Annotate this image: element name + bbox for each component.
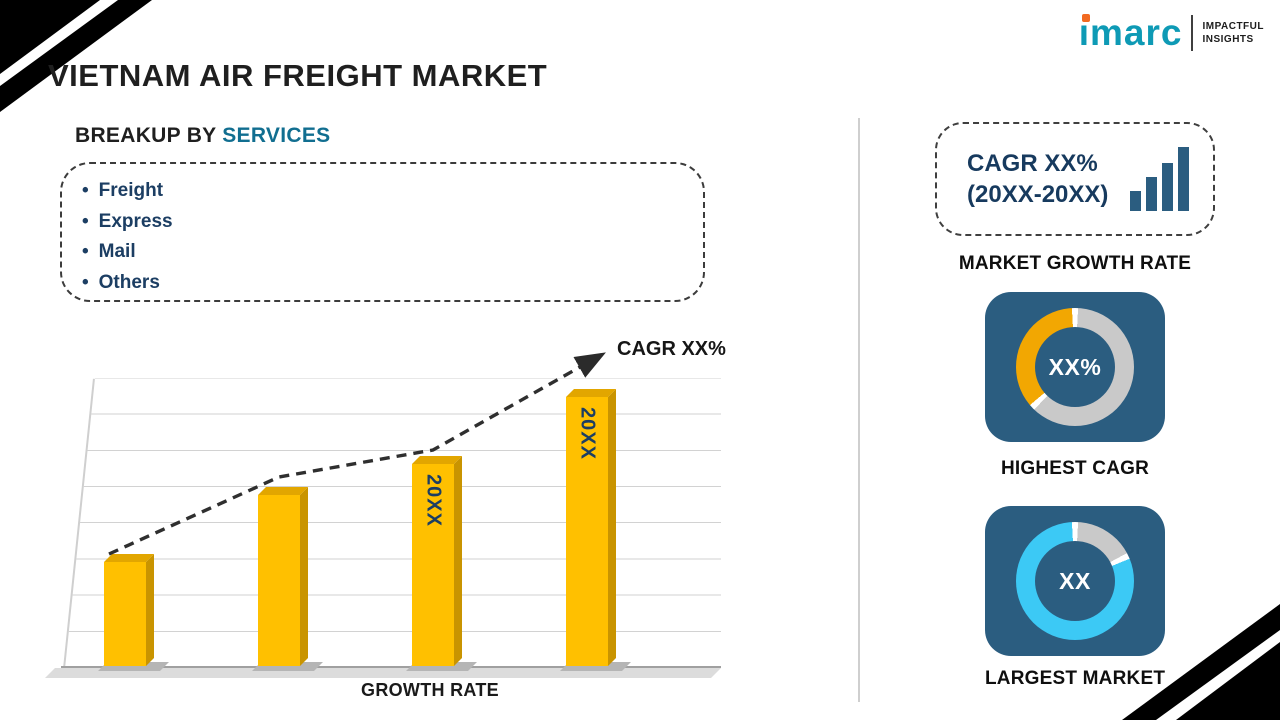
cagr-card-text: CAGR XX% (20XX-20XX) [967, 148, 1108, 210]
logo-tagline: IMPACTFUL INSIGHTS [1202, 20, 1264, 46]
service-item: Mail [82, 237, 703, 268]
bar-year-label: 20XX [422, 474, 445, 527]
cagr-trend-label: CAGR XX% [617, 338, 726, 360]
cagr-card-line1: CAGR XX% [967, 150, 1098, 177]
cagr-card: CAGR XX% (20XX-20XX) [935, 122, 1215, 236]
service-item: Express [82, 207, 703, 238]
page-title: VIETNAM AIR FREIGHT MARKET [48, 58, 548, 93]
service-item: Others [82, 268, 703, 299]
logo-divider [1191, 14, 1194, 51]
logo-i-stem: ı [1078, 12, 1091, 53]
chart-caption: GROWTH RATE [361, 680, 499, 700]
logo-orange-dot-icon [1081, 14, 1090, 22]
services-list: FreightExpressMailOthers [62, 164, 703, 298]
bar-1 [98, 554, 169, 671]
chart-gridlines [65, 378, 721, 668]
cagr-card-line2: (20XX-20XX) [967, 181, 1109, 208]
bar-side-face [454, 456, 462, 666]
section-divider [858, 118, 860, 702]
bar-year-label: 20XX [576, 407, 599, 460]
largest-market-value: XX [1059, 567, 1091, 594]
bar-chart-icon [1130, 147, 1189, 211]
logo-tagline-line1: IMPACTFUL [1202, 20, 1264, 32]
bar-side-face [608, 389, 616, 666]
imarc-wordmark: ımarc [1079, 14, 1183, 51]
bar-top-face [412, 456, 462, 464]
imarc-logo: ımarc IMPACTFUL INSIGHTS [1079, 14, 1264, 51]
logo-tagline-line2: INSIGHTS [1202, 33, 1254, 45]
highest-cagr-tile: XX% [985, 292, 1165, 442]
bar-front-face [258, 495, 300, 666]
bar-3: 20XX [406, 456, 477, 671]
largest-market-caption: LARGEST MARKET [985, 668, 1166, 689]
service-item: Freight [82, 176, 703, 207]
highest-cagr-value: XX% [1048, 353, 1102, 380]
largest-market-tile: XX [985, 506, 1165, 656]
bar-2 [252, 487, 323, 671]
breakup-heading-prefix: BREAKUP BY [75, 124, 223, 147]
bar-side-face [146, 554, 154, 666]
bar-4: 20XX [560, 389, 631, 671]
highest-cagr-donut-icon: XX% [1016, 308, 1134, 426]
bar-top-face [258, 487, 308, 495]
logo-rest: marc [1090, 12, 1183, 53]
breakup-heading-accent: SERVICES [222, 124, 331, 147]
chart-baseline [61, 666, 721, 668]
bar-front-face [104, 562, 146, 666]
market-growth-rate-caption: MARKET GROWTH RATE [958, 253, 1192, 274]
growth-rate-chart: 20XX 20XX CAGR XX% [45, 338, 726, 678]
largest-market-donut-icon: XX [1016, 522, 1134, 640]
breakup-heading: BREAKUP BY SERVICES [75, 124, 330, 148]
bar-side-face [300, 487, 308, 666]
services-box: FreightExpressMailOthers [60, 162, 705, 302]
highest-cagr-caption: HIGHEST CAGR [1000, 458, 1150, 479]
bar-top-face [566, 389, 616, 397]
bar-top-face [104, 554, 154, 562]
